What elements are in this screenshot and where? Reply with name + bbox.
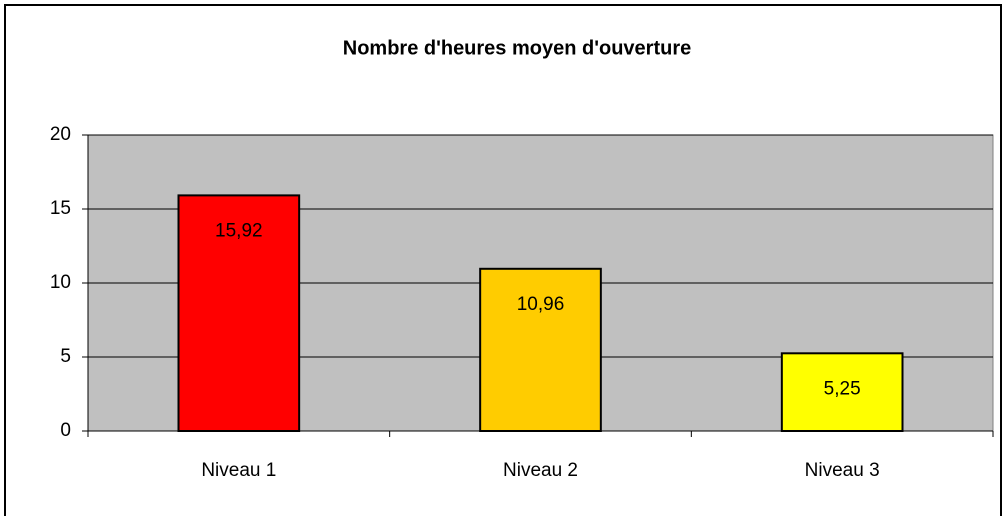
x-tick-label: Niveau 3 — [805, 460, 880, 481]
bar — [479, 267, 602, 432]
x-tick-label: Niveau 1 — [201, 460, 276, 481]
y-tick-label: 5 — [60, 346, 71, 367]
x-tick-label: Niveau 2 — [503, 460, 578, 481]
data-label: 10,96 — [517, 294, 565, 315]
bar — [780, 352, 904, 432]
y-tick-label: 10 — [50, 272, 71, 293]
data-label: 15,92 — [215, 220, 263, 241]
y-tick-label: 20 — [50, 124, 71, 145]
bar — [177, 194, 301, 432]
y-tick-label: 15 — [50, 198, 71, 219]
chart-title: Nombre d'heures moyen d'ouverture — [343, 37, 691, 59]
y-tick-label: 0 — [60, 420, 71, 441]
data-label: 5,25 — [824, 378, 861, 399]
